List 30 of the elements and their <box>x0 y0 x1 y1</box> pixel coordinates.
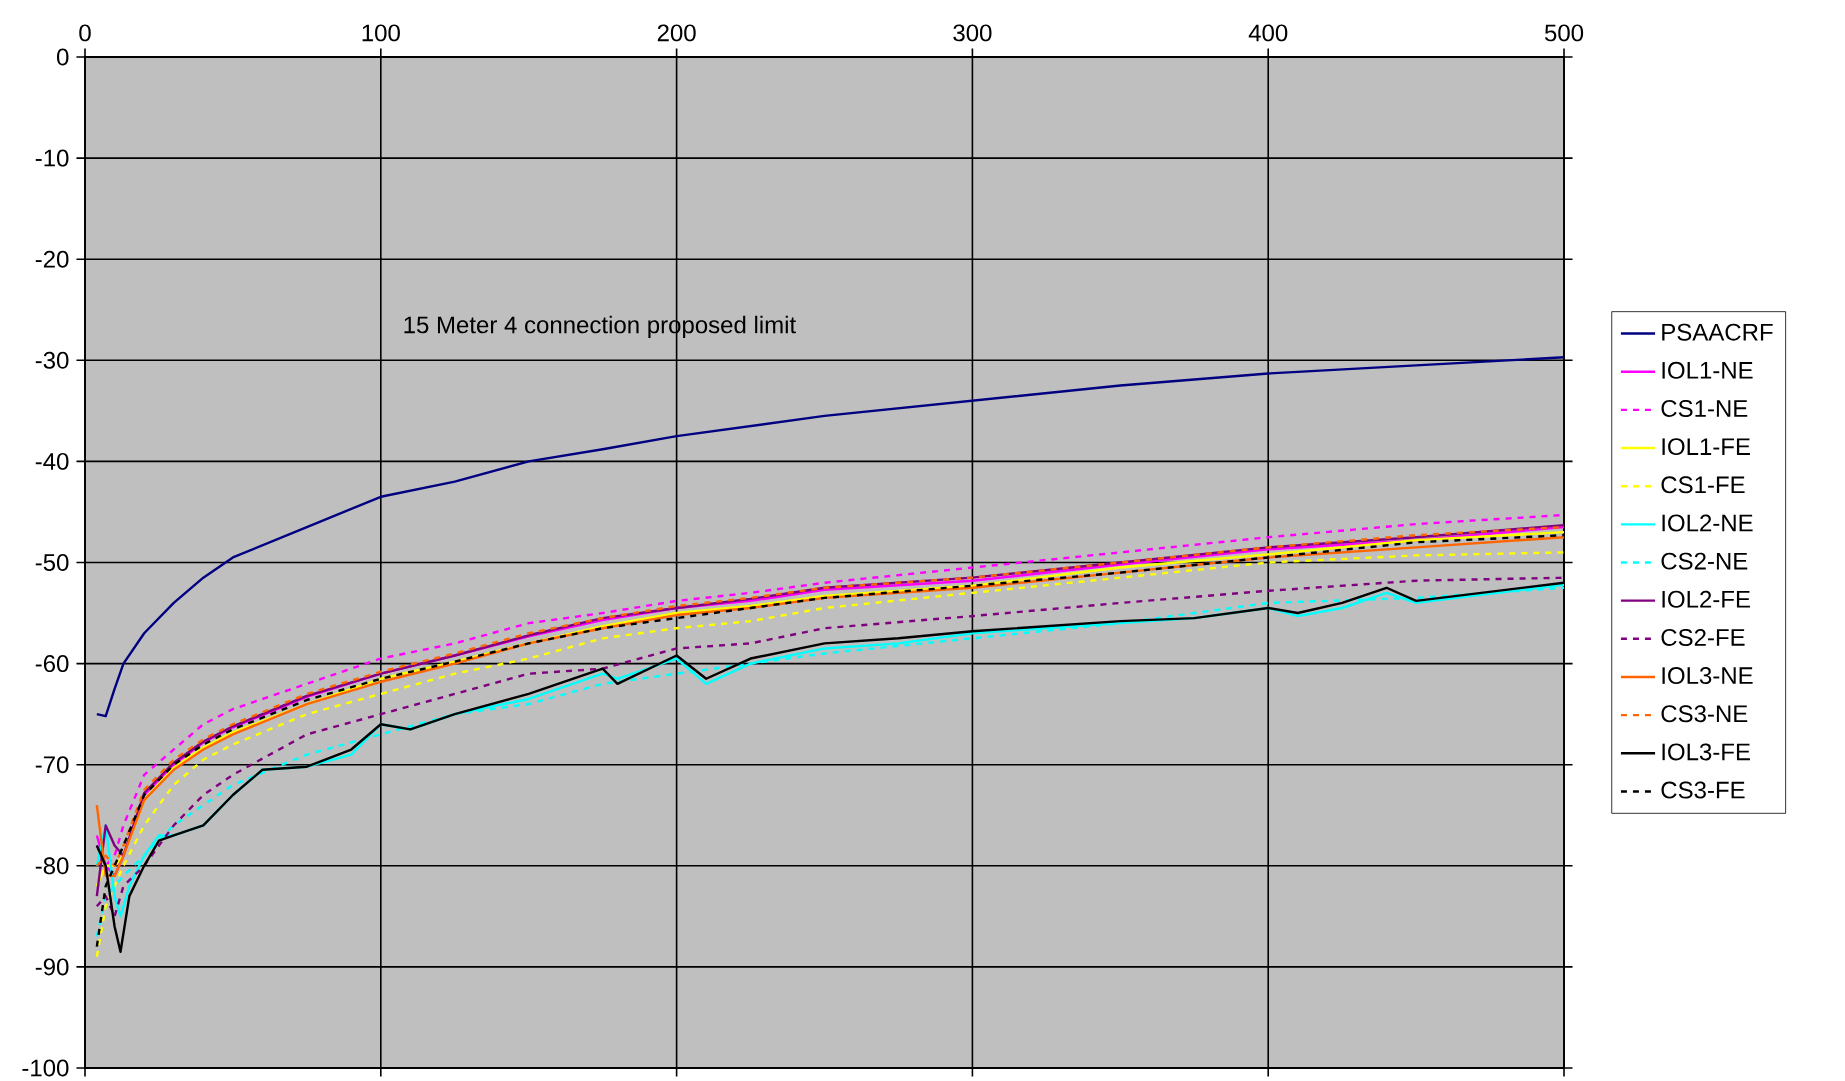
x-tick-label: 0 <box>79 24 91 42</box>
x-tick-label: 200 <box>657 24 696 42</box>
y-tick-label: 0 <box>56 48 69 66</box>
x-tick-label: 300 <box>953 24 992 42</box>
legend-label: CS1-NE <box>1661 399 1748 417</box>
legend-label: CS1-FE <box>1661 476 1745 494</box>
y-tick-label: -30 <box>35 351 69 369</box>
y-tick-label: -100 <box>22 1059 69 1077</box>
legend-label: IOL1-NE <box>1662 361 1753 379</box>
legend-label: IOL3-NE <box>1662 667 1753 685</box>
legend-label: IOL2-FE <box>1662 590 1750 608</box>
legend-label: CS2-NE <box>1661 552 1748 570</box>
y-tick-label: -50 <box>35 554 69 571</box>
x-tick-label: 100 <box>362 24 400 42</box>
y-tick-label: -10 <box>35 149 69 167</box>
y-tick-label: -40 <box>35 452 69 470</box>
y-tick-label: -60 <box>35 655 69 673</box>
legend-label: IOL3-FE <box>1662 743 1750 761</box>
legend-label: IOL1-FE <box>1662 438 1750 456</box>
legend-label: CS3-FE <box>1661 781 1745 799</box>
legend-label: IOL2-NE <box>1662 514 1753 532</box>
y-tick-label: -80 <box>35 857 69 875</box>
legend-label: PSAACRF <box>1662 323 1773 341</box>
y-tick-label: -70 <box>35 756 69 774</box>
legend-label: CS2-FE <box>1661 628 1745 646</box>
x-tick-label: 400 <box>1248 24 1288 42</box>
legend-label: CS3-NE <box>1661 705 1748 723</box>
y-tick-label: -20 <box>35 250 69 268</box>
y-tick-label: -90 <box>35 958 69 976</box>
x-tick-label: 500 <box>1544 24 1584 42</box>
